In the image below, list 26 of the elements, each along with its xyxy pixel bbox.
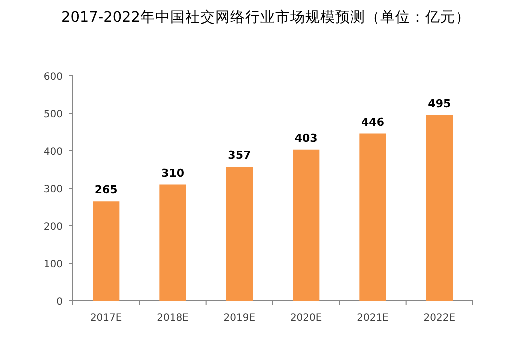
y-tick-label: 300 [44,184,63,196]
bar [293,150,320,301]
bar [226,167,253,301]
data-label: 310 [162,166,185,180]
bar [360,134,386,301]
x-tick-label: 2019E [224,313,256,324]
data-label: 446 [362,116,385,129]
data-label: 495 [428,97,452,110]
y-tick-label: 500 [44,110,63,120]
data-label: 403 [294,132,318,145]
x-tick-label: 2021E [357,313,389,324]
bar [93,202,120,301]
y-tick-label: 400 [44,147,63,158]
y-tick-label: 100 [44,260,63,270]
bar [426,115,453,301]
data-label: 265 [94,184,118,197]
y-tick-label: 600 [44,72,63,83]
x-tick-label: 2017E [90,313,122,324]
y-tick-label: 0 [56,297,63,308]
chart-title: 2017-2022年中国社交网络行业市场规模预测（单位：亿元） [61,9,471,26]
x-tick-label: 2022E [424,313,456,324]
x-tick-label: 2018E [157,313,189,324]
bar [160,184,186,301]
y-tick-label: 200 [44,222,63,233]
data-label: 357 [228,149,252,162]
x-tick-label: 2020E [290,313,322,324]
